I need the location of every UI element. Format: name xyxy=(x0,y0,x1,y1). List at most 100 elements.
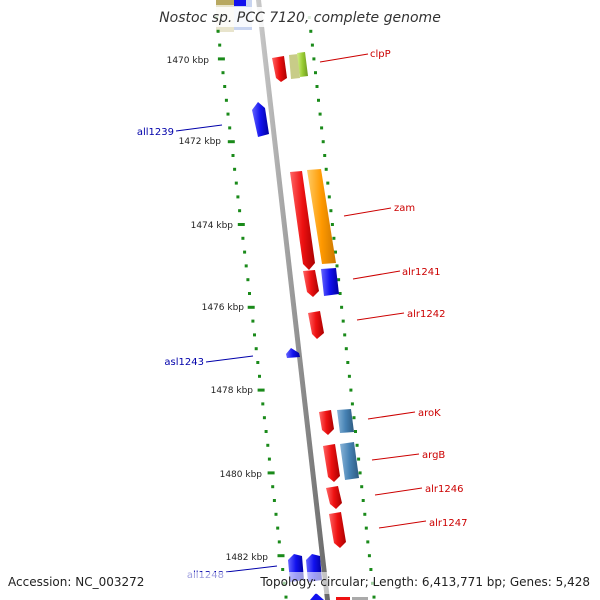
kbp-ruler: 1470 kbp 1472 kbp 1474 kbp 1476 kbp 1478… xyxy=(167,56,269,563)
connector-asl1243 xyxy=(205,355,254,363)
tick-minor xyxy=(276,526,280,530)
label-asl1243[interactable]: asl1243 xyxy=(164,357,204,368)
gene-alr1241-red[interactable] xyxy=(303,270,319,297)
tick-minor xyxy=(310,43,314,47)
label-argB[interactable]: argB xyxy=(422,450,445,461)
tick-minor xyxy=(364,526,368,530)
tick-minor xyxy=(223,85,227,88)
tick-minor xyxy=(258,374,261,378)
tick-minor xyxy=(334,250,337,254)
gene-alr1242-arrow[interactable] xyxy=(308,311,324,339)
tick-minor xyxy=(354,430,357,433)
tick-minor xyxy=(231,154,235,157)
connector-all1239 xyxy=(175,124,223,132)
label-alr1247[interactable]: alr1247 xyxy=(429,518,467,529)
connector-zam xyxy=(343,207,392,217)
gene-aroK-steel[interactable] xyxy=(337,409,354,433)
topology-text: Topology: circular; Length: 6,413,771 bp… xyxy=(259,575,590,589)
gene-clpP-pale[interactable] xyxy=(289,54,300,79)
gene-partial-bottom-red xyxy=(336,597,350,600)
tick-track-left xyxy=(214,16,288,599)
tick-minor xyxy=(361,499,365,502)
gene-all1239-arrow[interactable] xyxy=(252,102,269,137)
tick-minor xyxy=(241,236,245,240)
gene-alr1247-arrow[interactable] xyxy=(329,512,346,548)
gene-aroK-red[interactable] xyxy=(319,410,334,435)
label-all1239[interactable]: all1239 xyxy=(137,127,174,138)
label-alr1241[interactable]: alr1241 xyxy=(402,267,440,278)
tick-minor xyxy=(318,112,322,116)
tick-major xyxy=(227,140,235,144)
gene-clpP-arrow[interactable] xyxy=(272,56,287,82)
tick-minor xyxy=(323,154,327,157)
connector-alr1242 xyxy=(356,312,405,321)
label-zam[interactable]: zam xyxy=(394,203,415,214)
tick-minor xyxy=(251,319,255,323)
gene-alr1241-blue[interactable] xyxy=(321,268,339,296)
tick-major xyxy=(237,223,245,226)
tick-major xyxy=(217,57,225,61)
tick-minor xyxy=(267,457,271,461)
kbp-label: 1480 kbp xyxy=(220,470,263,480)
tick-minor xyxy=(281,568,285,571)
tick-minor xyxy=(330,223,334,226)
tick-minor xyxy=(360,485,364,489)
tick-minor xyxy=(264,430,268,433)
connector-alr1247 xyxy=(378,520,427,529)
tick-minor xyxy=(274,512,278,516)
label-alr1246[interactable]: alr1246 xyxy=(425,484,463,495)
tick-minor xyxy=(244,264,248,268)
gene-clpP-lime[interactable] xyxy=(297,52,308,77)
tick-minor xyxy=(233,167,237,171)
tick-minor xyxy=(349,388,353,392)
connector-alr1241 xyxy=(352,270,401,280)
tick-minor xyxy=(344,347,348,351)
tick-minor xyxy=(350,402,354,406)
tick-minor xyxy=(262,416,266,420)
tick-minor xyxy=(363,512,367,516)
label-clpP[interactable]: clpP xyxy=(370,49,391,60)
tick-minor xyxy=(246,278,250,282)
gene-argB-red[interactable] xyxy=(323,444,340,482)
connector-alr1246 xyxy=(374,487,423,496)
label-aroK[interactable]: aroK xyxy=(418,408,441,419)
tick-minor xyxy=(312,57,316,61)
tick-major xyxy=(277,554,285,558)
tick-minor xyxy=(277,540,281,544)
gene-labels: clpP all1239 zam alr1241 alr1242 asl1243… xyxy=(137,49,468,581)
tick-minor xyxy=(254,347,258,351)
tick-minor xyxy=(248,292,251,295)
tick-major xyxy=(257,388,265,392)
tick-minor xyxy=(337,278,341,282)
tick-minor xyxy=(320,126,324,130)
tick-minor xyxy=(343,333,347,337)
gene-zam-red[interactable] xyxy=(290,171,315,270)
tick-major xyxy=(247,305,255,309)
tick-minor xyxy=(284,595,288,599)
gene-alr1246-arrow[interactable] xyxy=(326,486,342,509)
label-alr1242[interactable]: alr1242 xyxy=(407,309,445,320)
tick-minor xyxy=(332,236,336,240)
tick-minor xyxy=(366,540,370,544)
genome-backbone xyxy=(256,0,330,600)
connector-aroK xyxy=(367,411,416,420)
tick-minor xyxy=(256,361,260,364)
gene-partial-bottom-blue xyxy=(310,593,324,600)
gene-argB-steel[interactable] xyxy=(340,442,359,480)
tick-minor xyxy=(238,209,242,213)
tick-minor xyxy=(243,250,247,254)
tick-major xyxy=(267,471,275,475)
gene-zam-orange[interactable] xyxy=(307,169,336,264)
tick-minor xyxy=(341,319,345,323)
connector-clpP xyxy=(319,53,369,63)
tick-minor xyxy=(352,416,356,420)
gene-partial-top-blue xyxy=(234,0,246,6)
gene-asl1243-arrow[interactable] xyxy=(286,348,300,358)
kbp-label: 1472 kbp xyxy=(179,137,222,147)
kbp-label: 1482 kbp xyxy=(226,553,269,563)
tick-minor xyxy=(346,361,350,364)
tick-minor xyxy=(224,98,228,102)
tick-minor xyxy=(253,333,256,337)
tick-minor xyxy=(317,98,320,102)
